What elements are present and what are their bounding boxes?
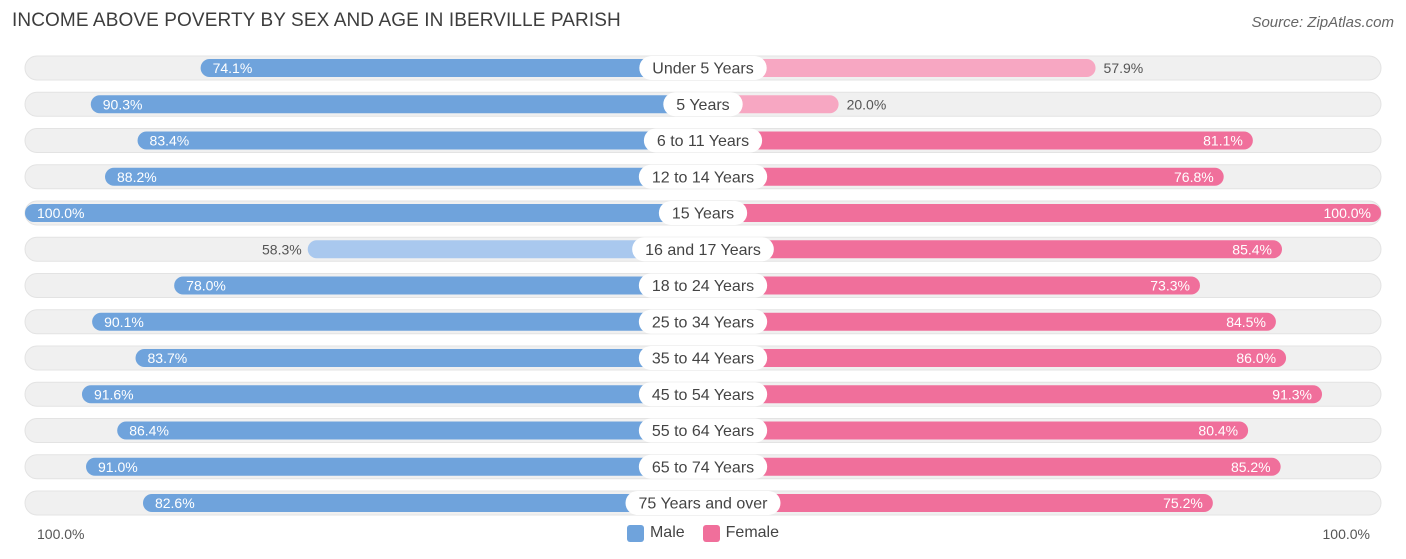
female-bar[interactable] [703,240,1283,259]
female-value-label: 91.3% [1272,386,1312,402]
male-value-label: 100.0% [37,205,84,221]
category-pill [639,56,767,80]
category-label: 16 and 17 Years [645,242,761,259]
category-label: 65 to 74 Years [652,459,754,476]
category-label: 5 Years [676,97,729,114]
category-pill [638,382,768,407]
category-label: 55 to 64 Years [652,423,754,440]
female-bar[interactable] [703,494,1213,512]
female-bar[interactable] [703,131,1253,150]
male-value-label: 90.1% [104,314,144,330]
female-bar[interactable] [703,59,1096,77]
male-value-label: 74.1% [213,60,253,76]
category-label: 35 to 44 Years [652,351,754,368]
male-bar[interactable] [81,385,703,404]
female-value-label: 57.9% [1104,60,1144,76]
legend-label-male: Male [649,524,685,541]
male-value-label: 82.6% [155,495,195,511]
female-value-label: 85.4% [1232,241,1272,257]
female-value-label: 20.0% [847,96,887,112]
category-label: 25 to 34 Years [652,314,754,331]
legend-item-male[interactable]: Male [626,524,685,542]
male-value-label: 90.3% [103,96,143,112]
male-bar[interactable] [86,457,703,476]
male-bar[interactable] [200,59,704,77]
category-pill [625,491,781,515]
male-value-label: 91.0% [98,459,138,475]
female-bar[interactable] [703,276,1200,295]
male-bar[interactable] [142,494,704,512]
female-bar[interactable] [703,457,1281,476]
category-pill [638,346,768,370]
female-bar[interactable] [703,349,1287,367]
female-bar[interactable] [703,312,1276,331]
male-bar[interactable] [135,349,704,367]
male-bar[interactable] [117,421,703,440]
female-value-label: 76.8% [1174,169,1214,185]
female-value-label: 73.3% [1150,278,1190,294]
female-bar[interactable] [703,421,1249,440]
category-pill [638,273,768,298]
category-pill [638,418,768,443]
male-value-label: 83.4% [150,133,190,149]
male-bar[interactable] [174,276,703,295]
male-bar[interactable] [25,204,703,222]
female-bar[interactable] [703,385,1323,404]
male-bar[interactable] [307,240,703,259]
category-pill [643,128,763,153]
legend-label-female: Female [725,524,780,541]
category-pill [632,237,774,262]
male-value-label: 78.0% [186,278,226,294]
male-value-label: 83.7% [148,350,188,366]
male-value-label: 91.6% [94,386,134,402]
female-value-label: 100.0% [1324,205,1371,221]
female-bar[interactable] [703,204,1381,222]
category-label: 18 to 24 Years [652,278,754,295]
legend: Male Female [0,524,1406,542]
source-label: Source: ZipAtlas.com [1251,14,1394,31]
legend-swatch-female [702,524,720,542]
male-bar[interactable] [92,312,703,331]
chart-title: INCOME ABOVE POVERTY BY SEX AND AGE IN I… [12,10,621,31]
female-bar[interactable] [703,167,1224,186]
category-pill [638,164,768,189]
legend-swatch-male [626,524,644,542]
female-value-label: 75.2% [1163,495,1203,511]
female-value-label: 81.1% [1203,133,1243,149]
male-value-label: 58.3% [262,241,302,257]
male-value-label: 86.4% [129,423,169,439]
male-bar[interactable] [90,95,704,114]
male-bar[interactable] [137,131,704,150]
category-label: 15 Years [672,206,734,223]
category-label: 75 Years and over [639,496,769,513]
male-value-label: 88.2% [117,169,157,185]
male-bar[interactable] [105,167,703,186]
category-label: 45 to 54 Years [652,387,754,404]
chart-area: 74.1% 57.9% Under 5 Years 90.3% 20.0% 5 Years… [24,55,1382,516]
axis-right-label: 100.0% [1322,526,1370,542]
category-pill [638,454,768,479]
legend-item-female[interactable]: Female [702,524,780,542]
category-pill [663,92,743,117]
category-pill [638,309,768,334]
axis-left-label: 100.0% [37,526,85,542]
category-label: 6 to 11 Years [657,133,749,150]
female-value-label: 85.2% [1231,459,1271,475]
category-label: Under 5 Years [652,61,753,78]
category-label: 12 to 14 Years [652,169,754,186]
female-value-label: 86.0% [1236,350,1276,366]
female-value-label: 80.4% [1198,423,1238,439]
female-value-label: 84.5% [1226,314,1266,330]
category-pill [658,201,748,225]
